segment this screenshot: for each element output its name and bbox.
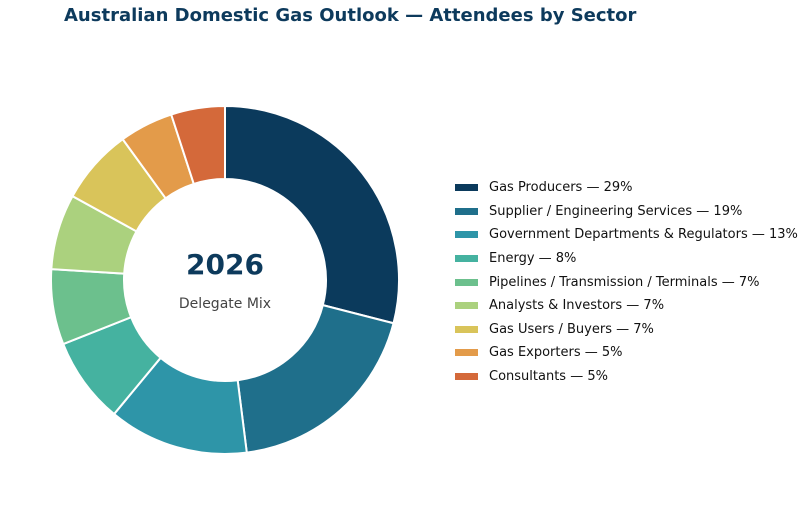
legend-item: Supplier / Engineering Services — 19% [455,200,798,224]
legend-label: Gas Producers — 29% [489,180,633,196]
legend-item: Consultants — 5% [455,365,798,389]
donut-slice [236,303,395,454]
donut-slices [50,104,400,455]
legend-item: Gas Users / Buyers — 7% [455,318,798,342]
legend-swatch [455,349,478,357]
legend-swatch [455,184,478,192]
legend-swatch [455,255,478,263]
legend-label: Consultants — 5% [489,369,608,385]
chart-legend: Gas Producers — 29% Supplier / Engineerin… [455,176,798,388]
legend-swatch [455,231,478,239]
donut-slice [169,104,226,186]
chart-title: Australian Domestic Gas Outlook — Attend… [64,5,637,26]
legend-label: Pipelines / Transmission / Terminals — 7… [489,274,760,290]
legend-label: Analysts & Investors — 7% [489,298,665,314]
legend-item: Energy — 8% [455,247,798,271]
legend-item: Gas Producers — 29% [455,176,798,200]
legend-item: Pipelines / Transmission / Terminals — 7… [455,270,798,294]
legend-swatch [455,302,478,310]
legend-label: Supplier / Engineering Services — 19% [489,203,743,219]
legend-item: Gas Exporters — 5% [455,341,798,365]
legend-item: Government Departments & Regulators — 13… [455,223,798,247]
legend-label: Gas Users / Buyers — 7% [489,321,654,337]
legend-label: Government Departments & Regulators — 13… [489,227,798,243]
legend-item: Analysts & Investors — 7% [455,294,798,318]
center-year-label: 2026 [186,248,264,281]
donut-slice [224,104,400,325]
legend-swatch [455,325,478,333]
legend-label: Gas Exporters — 5% [489,345,623,361]
center-sublabel: Delegate Mix [179,296,271,312]
legend-swatch [455,207,478,215]
legend-swatch [455,278,478,286]
legend-swatch [455,373,478,381]
legend-label: Energy — 8% [489,251,577,267]
